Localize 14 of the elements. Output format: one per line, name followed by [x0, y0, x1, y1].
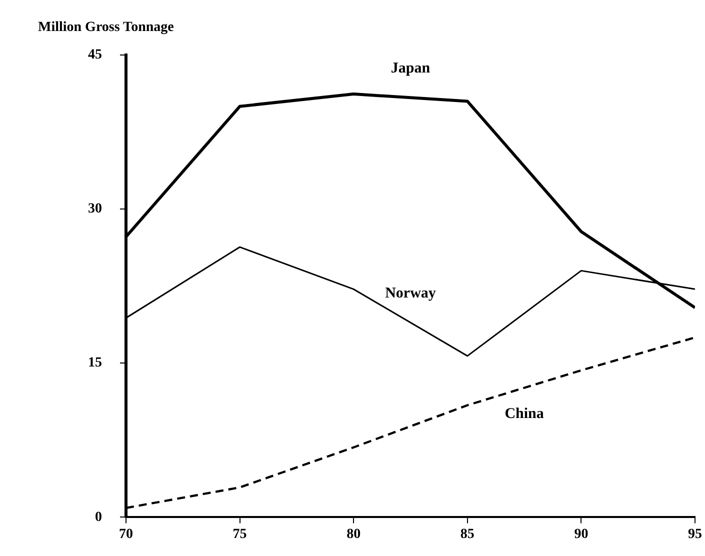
x-tick-label: 70 [119, 527, 133, 542]
y-tick-label: 45 [88, 48, 102, 63]
x-tick-label: 85 [460, 527, 474, 542]
series-label: Japan [390, 60, 431, 77]
series-label: China [504, 406, 544, 422]
y-tick-label: 15 [88, 356, 102, 371]
y-axis-title: Million Gross Tonnage [38, 20, 174, 36]
y-tick-label: 0 [95, 510, 102, 525]
series-label: Norway [385, 286, 436, 302]
y-tick-label: 30 [88, 202, 102, 217]
x-tick-label: 80 [346, 527, 361, 542]
x-tick-label: 95 [688, 527, 702, 542]
x-tick-label: 75 [232, 527, 247, 542]
x-tick-label: 90 [574, 527, 588, 542]
